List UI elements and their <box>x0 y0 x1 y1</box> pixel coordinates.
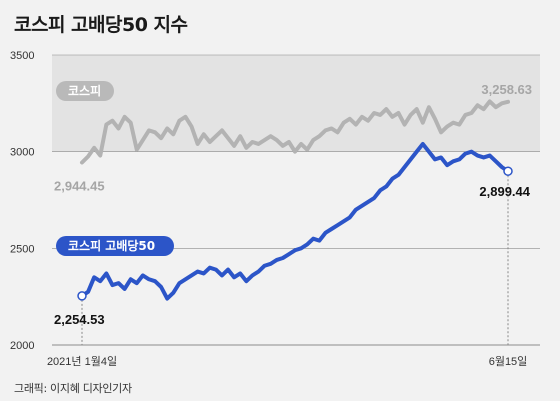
x-label-start: 2021년 1월4일 <box>47 354 117 368</box>
high-dividend-legend: 코스피 고배당50 <box>68 238 155 253</box>
kospi-legend: 코스피 <box>68 83 101 98</box>
kospi-band <box>52 55 540 152</box>
high-dividend-line <box>80 141 510 301</box>
x-axis: 2021년 1월4일 6월15일 <box>47 354 527 368</box>
kospi-end-label: 3,258.63 <box>481 82 532 97</box>
credit-text: 그래픽: 이지혜 디자인기자 <box>14 382 132 395</box>
high-dividend-start-label: 2,254.53 <box>54 312 105 327</box>
kospi-start-label: 2,944.45 <box>54 178 105 193</box>
x-label-end: 6월15일 <box>489 354 528 368</box>
chart-title: 코스피 고배당50 지수 <box>14 14 188 36</box>
high-dividend-end-label: 2,899.44 <box>479 184 530 199</box>
y-tick-label: 2500 <box>10 243 34 255</box>
y-tick-label: 3000 <box>10 147 34 159</box>
end-point <box>503 166 513 176</box>
y-tick-label: 3500 <box>10 50 34 62</box>
y-tick-label: 2000 <box>10 340 34 352</box>
y-axis: 3500 3000 2500 2000 <box>10 50 34 352</box>
start-point <box>77 291 87 301</box>
kospi-legend-pill <box>56 81 114 101</box>
kospi-line <box>80 99 510 165</box>
high-dividend-legend-pill <box>56 236 174 256</box>
series-group <box>77 99 513 345</box>
